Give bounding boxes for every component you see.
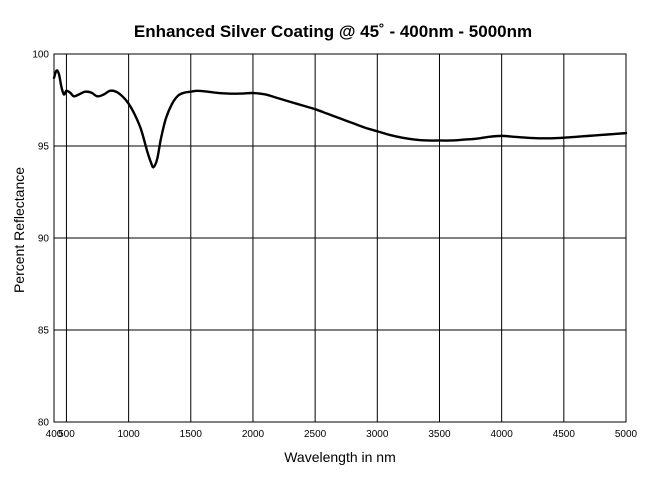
x-tick-label-5000: 5000 xyxy=(615,429,638,440)
y-tick-label-100: 100 xyxy=(32,50,49,61)
x-tick-label-1000: 1000 xyxy=(117,429,140,440)
reflectance-curve xyxy=(52,69,628,169)
y-tick-label-90: 90 xyxy=(38,234,50,245)
x-tick-label-4500: 4500 xyxy=(553,429,576,440)
x-tick-label-2500: 2500 xyxy=(304,429,327,440)
y-tick-label-80: 80 xyxy=(38,418,50,429)
x-tick-label-500: 500 xyxy=(58,429,75,440)
x-tick-label-3500: 3500 xyxy=(428,429,451,440)
x-tick-label-2000: 2000 xyxy=(242,429,265,440)
x-tick-label-4000: 4000 xyxy=(491,429,514,440)
x-axis-label: Wavelength in nm xyxy=(284,449,396,465)
grid-lines xyxy=(54,54,626,422)
y-axis-label: Percent Reflectance xyxy=(11,167,27,293)
x-tick-label-400: 400 xyxy=(46,429,63,440)
x-tick-label-3000: 3000 xyxy=(366,429,389,440)
y-tick-label-85: 85 xyxy=(38,326,50,337)
plot-area-frame xyxy=(53,53,627,423)
x-tick-label-1500: 1500 xyxy=(180,429,203,440)
y-tick-label-95: 95 xyxy=(38,142,50,153)
chart-title: Enhanced Silver Coating @ 45˚ - 400nm - … xyxy=(134,22,532,41)
